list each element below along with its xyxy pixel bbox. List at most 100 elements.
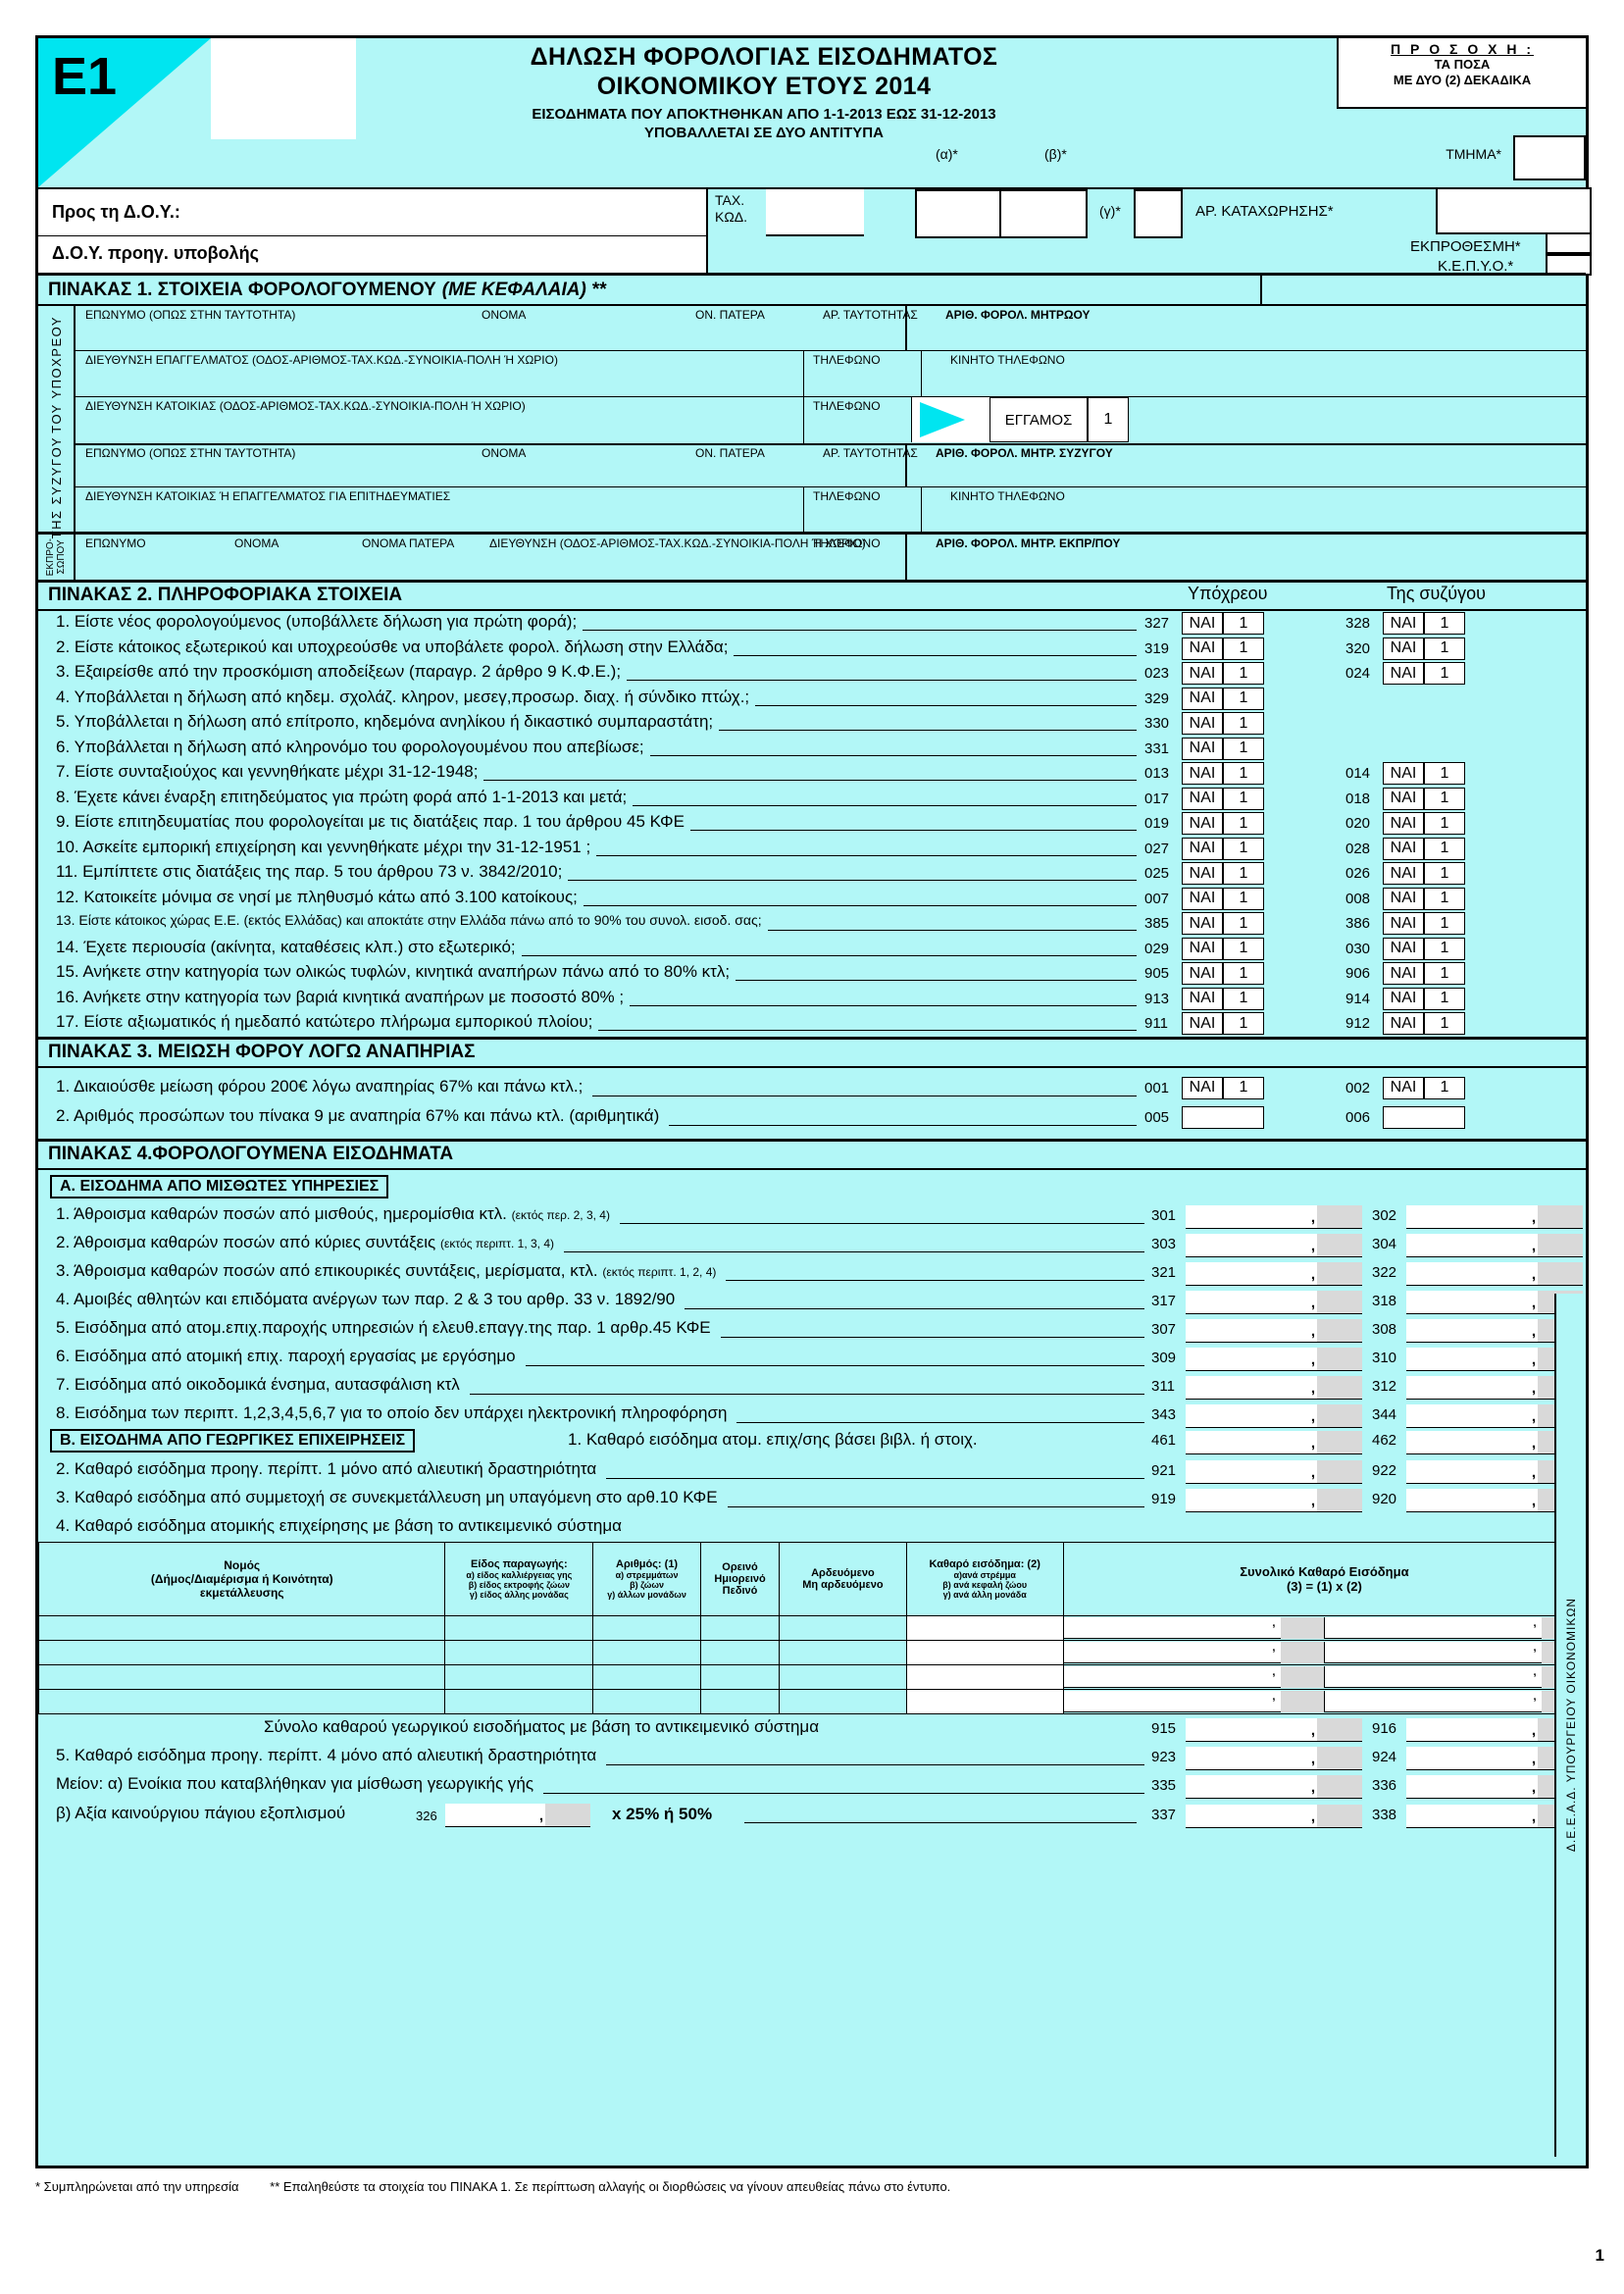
farm-cell[interactable] [699, 1688, 781, 1714]
pinakas2-yes-taxpayer[interactable]: ΝΑΙ [1182, 737, 1223, 760]
pinakas4-B-tail-midamount[interactable]: , [445, 1803, 590, 1827]
pinakas4-A-amount-taxpayer[interactable]: , [1186, 1290, 1362, 1314]
pinakas2-yes-taxpayer[interactable]: ΝΑΙ [1182, 987, 1223, 1010]
pinakas4-A-amount-taxpayer[interactable]: , [1186, 1204, 1362, 1229]
pinakas2-yes-taxpayer[interactable]: ΝΑΙ [1182, 612, 1223, 635]
pinakas2-value-taxpayer[interactable]: 1 [1223, 662, 1264, 685]
farm-cell[interactable] [699, 1639, 781, 1665]
pinakas2-value-taxpayer[interactable]: 1 [1223, 837, 1264, 860]
pinakas2-value-taxpayer[interactable]: 1 [1223, 737, 1264, 760]
pinakas2-value-spouse[interactable]: 1 [1424, 1012, 1465, 1035]
farm-cell[interactable] [592, 1663, 701, 1690]
farm-total-amount1[interactable]: , [1186, 1717, 1362, 1742]
pinakas2-yes-taxpayer[interactable]: ΝΑΙ [1182, 1012, 1223, 1035]
pinakas4-B-tail-amount1[interactable]: , [1186, 1804, 1362, 1828]
pinakas3-yes-spouse[interactable]: ΝΑΙ [1383, 1076, 1424, 1099]
pinakas3-yes-taxpayer[interactable]: ΝΑΙ [1182, 1076, 1223, 1099]
pinakas4-A-amount-taxpayer[interactable]: , [1186, 1375, 1362, 1400]
farm-cell[interactable] [37, 1663, 446, 1690]
farm-cell[interactable] [37, 1639, 446, 1665]
farm-cell[interactable] [444, 1663, 594, 1690]
pinakas2-yes-taxpayer[interactable]: ΝΑΙ [1182, 962, 1223, 985]
farm-cell[interactable] [699, 1663, 781, 1690]
pinakas2-value-spouse[interactable]: 1 [1424, 662, 1465, 685]
pinakas2-value-spouse[interactable]: 1 [1424, 812, 1465, 835]
pinakas3-value-spouse[interactable]: 1 [1424, 1076, 1465, 1099]
farm-cell[interactable] [905, 1688, 1064, 1714]
registration-input[interactable] [1436, 187, 1592, 234]
farm-cell[interactable] [37, 1688, 446, 1714]
beta-input[interactable] [1001, 189, 1088, 238]
pinakas2-value-taxpayer[interactable]: 1 [1223, 937, 1264, 960]
pinakas2-value-spouse[interactable]: 1 [1424, 862, 1465, 885]
pinakas2-value-taxpayer[interactable]: 1 [1223, 637, 1264, 660]
pinakas2-yes-taxpayer[interactable]: ΝΑΙ [1182, 662, 1223, 685]
pinakas2-yes-spouse[interactable]: ΝΑΙ [1383, 887, 1424, 910]
pinakas2-value-taxpayer[interactable]: 1 [1223, 687, 1264, 710]
gamma-input[interactable] [1134, 189, 1183, 238]
alpha-input[interactable] [915, 189, 1001, 238]
pinakas2-value-taxpayer[interactable]: 1 [1223, 862, 1264, 885]
pinakas4-A-amount-spouse[interactable]: , [1406, 1261, 1583, 1286]
pinakas2-yes-spouse[interactable]: ΝΑΙ [1383, 837, 1424, 860]
pinakas2-value-spouse[interactable]: 1 [1424, 937, 1465, 960]
farm-total-cell[interactable]: ,, [1062, 1663, 1587, 1690]
pinakas2-value-taxpayer[interactable]: 1 [1223, 612, 1264, 635]
pinakas2-value-spouse[interactable]: 1 [1424, 637, 1465, 660]
pinakas2-yes-spouse[interactable]: ΝΑΙ [1383, 662, 1424, 685]
pinakas2-yes-taxpayer[interactable]: ΝΑΙ [1182, 712, 1223, 735]
pinakas2-yes-taxpayer[interactable]: ΝΑΙ [1182, 687, 1223, 710]
pinakas4-A-amount-spouse[interactable]: , [1406, 1204, 1583, 1229]
farm-cell[interactable] [779, 1663, 907, 1690]
pinakas3-number-taxpayer[interactable] [1182, 1105, 1264, 1129]
farm-cell[interactable] [779, 1639, 907, 1665]
pinakas2-value-spouse[interactable]: 1 [1424, 787, 1465, 810]
farm-cell[interactable] [779, 1688, 907, 1714]
pinakas2-value-spouse[interactable]: 1 [1424, 612, 1465, 635]
pinakas2-yes-taxpayer[interactable]: ΝΑΙ [1182, 937, 1223, 960]
farm-cell[interactable] [444, 1688, 594, 1714]
pinakas2-yes-spouse[interactable]: ΝΑΙ [1383, 787, 1424, 810]
pinakas2-yes-taxpayer[interactable]: ΝΑΙ [1182, 812, 1223, 835]
pinakas2-value-taxpayer[interactable]: 1 [1223, 787, 1264, 810]
late-input[interactable] [1546, 232, 1592, 254]
farm-total-taxpayer[interactable]: , [1063, 1690, 1325, 1712]
farm-total-spouse[interactable]: , [1324, 1641, 1586, 1663]
pinakas4-B-tail-amount-taxpayer[interactable]: , [1186, 1746, 1362, 1770]
pinakas2-yes-spouse[interactable]: ΝΑΙ [1383, 1012, 1424, 1035]
farm-total-taxpayer[interactable]: , [1063, 1665, 1325, 1688]
pinakas4-rowB1-amount1[interactable]: , [1186, 1430, 1362, 1454]
farm-total-cell[interactable]: ,, [1062, 1639, 1587, 1665]
doy-to-field[interactable]: Προς τη Δ.Ο.Υ.: [38, 189, 708, 236]
pinakas4-B-amount-taxpayer[interactable]: , [1186, 1459, 1362, 1484]
farm-cell[interactable] [37, 1614, 446, 1641]
farm-total-taxpayer[interactable]: , [1063, 1641, 1325, 1663]
doy-prev-field[interactable]: Δ.Ο.Υ. προηγ. υποβολής [38, 236, 708, 273]
farm-cell[interactable] [444, 1639, 594, 1665]
pinakas4-A-amount-taxpayer[interactable]: , [1186, 1318, 1362, 1343]
pinakas2-value-taxpayer[interactable]: 1 [1223, 962, 1264, 985]
pinakas2-yes-taxpayer[interactable]: ΝΑΙ [1182, 837, 1223, 860]
pinakas4-B-amount-taxpayer[interactable]: , [1186, 1488, 1362, 1512]
pinakas2-value-taxpayer[interactable]: 1 [1223, 912, 1264, 935]
pinakas2-value-spouse[interactable]: 1 [1424, 912, 1465, 935]
farm-cell[interactable] [592, 1639, 701, 1665]
pinakas2-yes-spouse[interactable]: ΝΑΙ [1383, 612, 1424, 635]
pinakas2-value-taxpayer[interactable]: 1 [1223, 712, 1264, 735]
farm-total-taxpayer[interactable]: , [1063, 1616, 1325, 1639]
farm-cell[interactable] [905, 1663, 1064, 1690]
farm-cell[interactable] [905, 1614, 1064, 1641]
pinakas2-yes-spouse[interactable]: ΝΑΙ [1383, 937, 1424, 960]
pinakas4-A-amount-taxpayer[interactable]: , [1186, 1261, 1362, 1286]
pinakas4-B-tail-amount-taxpayer[interactable]: , [1186, 1774, 1362, 1799]
tmhma-input[interactable] [1513, 135, 1586, 180]
pinakas3-number-spouse[interactable] [1383, 1105, 1465, 1129]
farm-total-cell[interactable]: ,, [1062, 1614, 1587, 1641]
married-value-cell[interactable]: 1 [1088, 397, 1129, 442]
pinakas2-value-taxpayer[interactable]: 1 [1223, 987, 1264, 1010]
pinakas2-yes-taxpayer[interactable]: ΝΑΙ [1182, 787, 1223, 810]
pinakas4-A-amount-spouse[interactable]: , [1406, 1233, 1583, 1257]
farm-cell[interactable] [444, 1614, 594, 1641]
farm-total-spouse[interactable]: , [1324, 1690, 1586, 1712]
pinakas2-yes-taxpayer[interactable]: ΝΑΙ [1182, 637, 1223, 660]
